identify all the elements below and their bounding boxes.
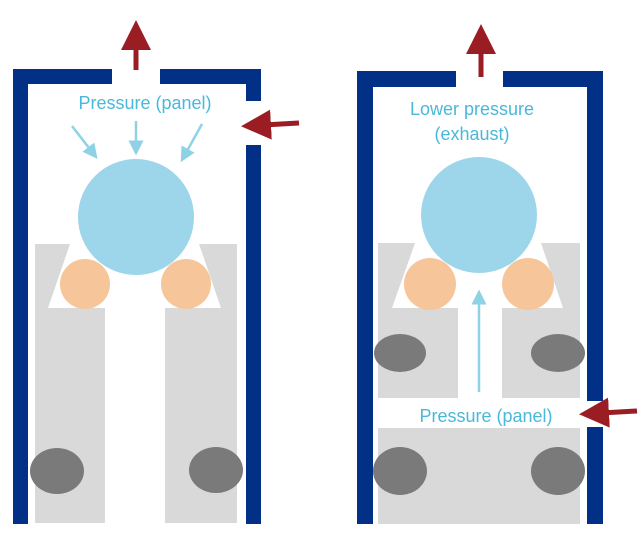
- right-oring-upper-right: [531, 334, 585, 372]
- right-housing-right-wall-lower: [587, 427, 603, 524]
- right-housing-left-wall: [357, 71, 373, 524]
- right-valve-housing: [357, 71, 603, 524]
- left-oring-right: [189, 447, 243, 493]
- left-inlet-arrow: [241, 109, 300, 140]
- right-inlet-arrow: [579, 397, 638, 428]
- left-oring-left: [30, 448, 84, 494]
- right-flow-arrows: [466, 24, 638, 428]
- right-valve: Lower pressure (exhaust) Pressure (panel…: [357, 24, 638, 524]
- right-pressure-label: Pressure (panel): [419, 406, 552, 426]
- right-housing-top-right-cap: [503, 71, 603, 87]
- left-pressure-arrows: [71, 121, 204, 163]
- right-oring-upper-left: [374, 334, 426, 372]
- right-seal-right: [502, 258, 554, 310]
- right-housing-right-wall-upper: [587, 71, 603, 401]
- right-lower-pressure-label: Lower pressure: [410, 99, 534, 119]
- left-pressure-arrow-right: [180, 123, 204, 163]
- left-valve-housing: [13, 69, 261, 524]
- left-flow-arrows: [121, 20, 300, 140]
- left-pressure-label: Pressure (panel): [78, 93, 211, 113]
- right-ball: [421, 157, 537, 273]
- right-seal-left: [404, 258, 456, 310]
- right-oring-lower-left: [373, 447, 427, 495]
- right-housing-top-left-cap: [357, 71, 456, 87]
- left-pressure-arrow-left: [71, 125, 98, 159]
- right-exhaust-label: (exhaust): [434, 124, 509, 144]
- left-housing-right-wall-upper: [246, 69, 261, 101]
- left-valve: Pressure (panel): [13, 20, 300, 524]
- left-housing-top-left-cap: [13, 69, 112, 84]
- left-housing-left-wall: [13, 69, 28, 524]
- left-seal-right: [161, 259, 211, 309]
- left-ball: [78, 159, 194, 275]
- left-housing-top-right-cap: [160, 69, 261, 84]
- left-housing-right-wall-lower: [246, 145, 261, 524]
- right-oring-lower-right: [531, 447, 585, 495]
- left-seal-left: [60, 259, 110, 309]
